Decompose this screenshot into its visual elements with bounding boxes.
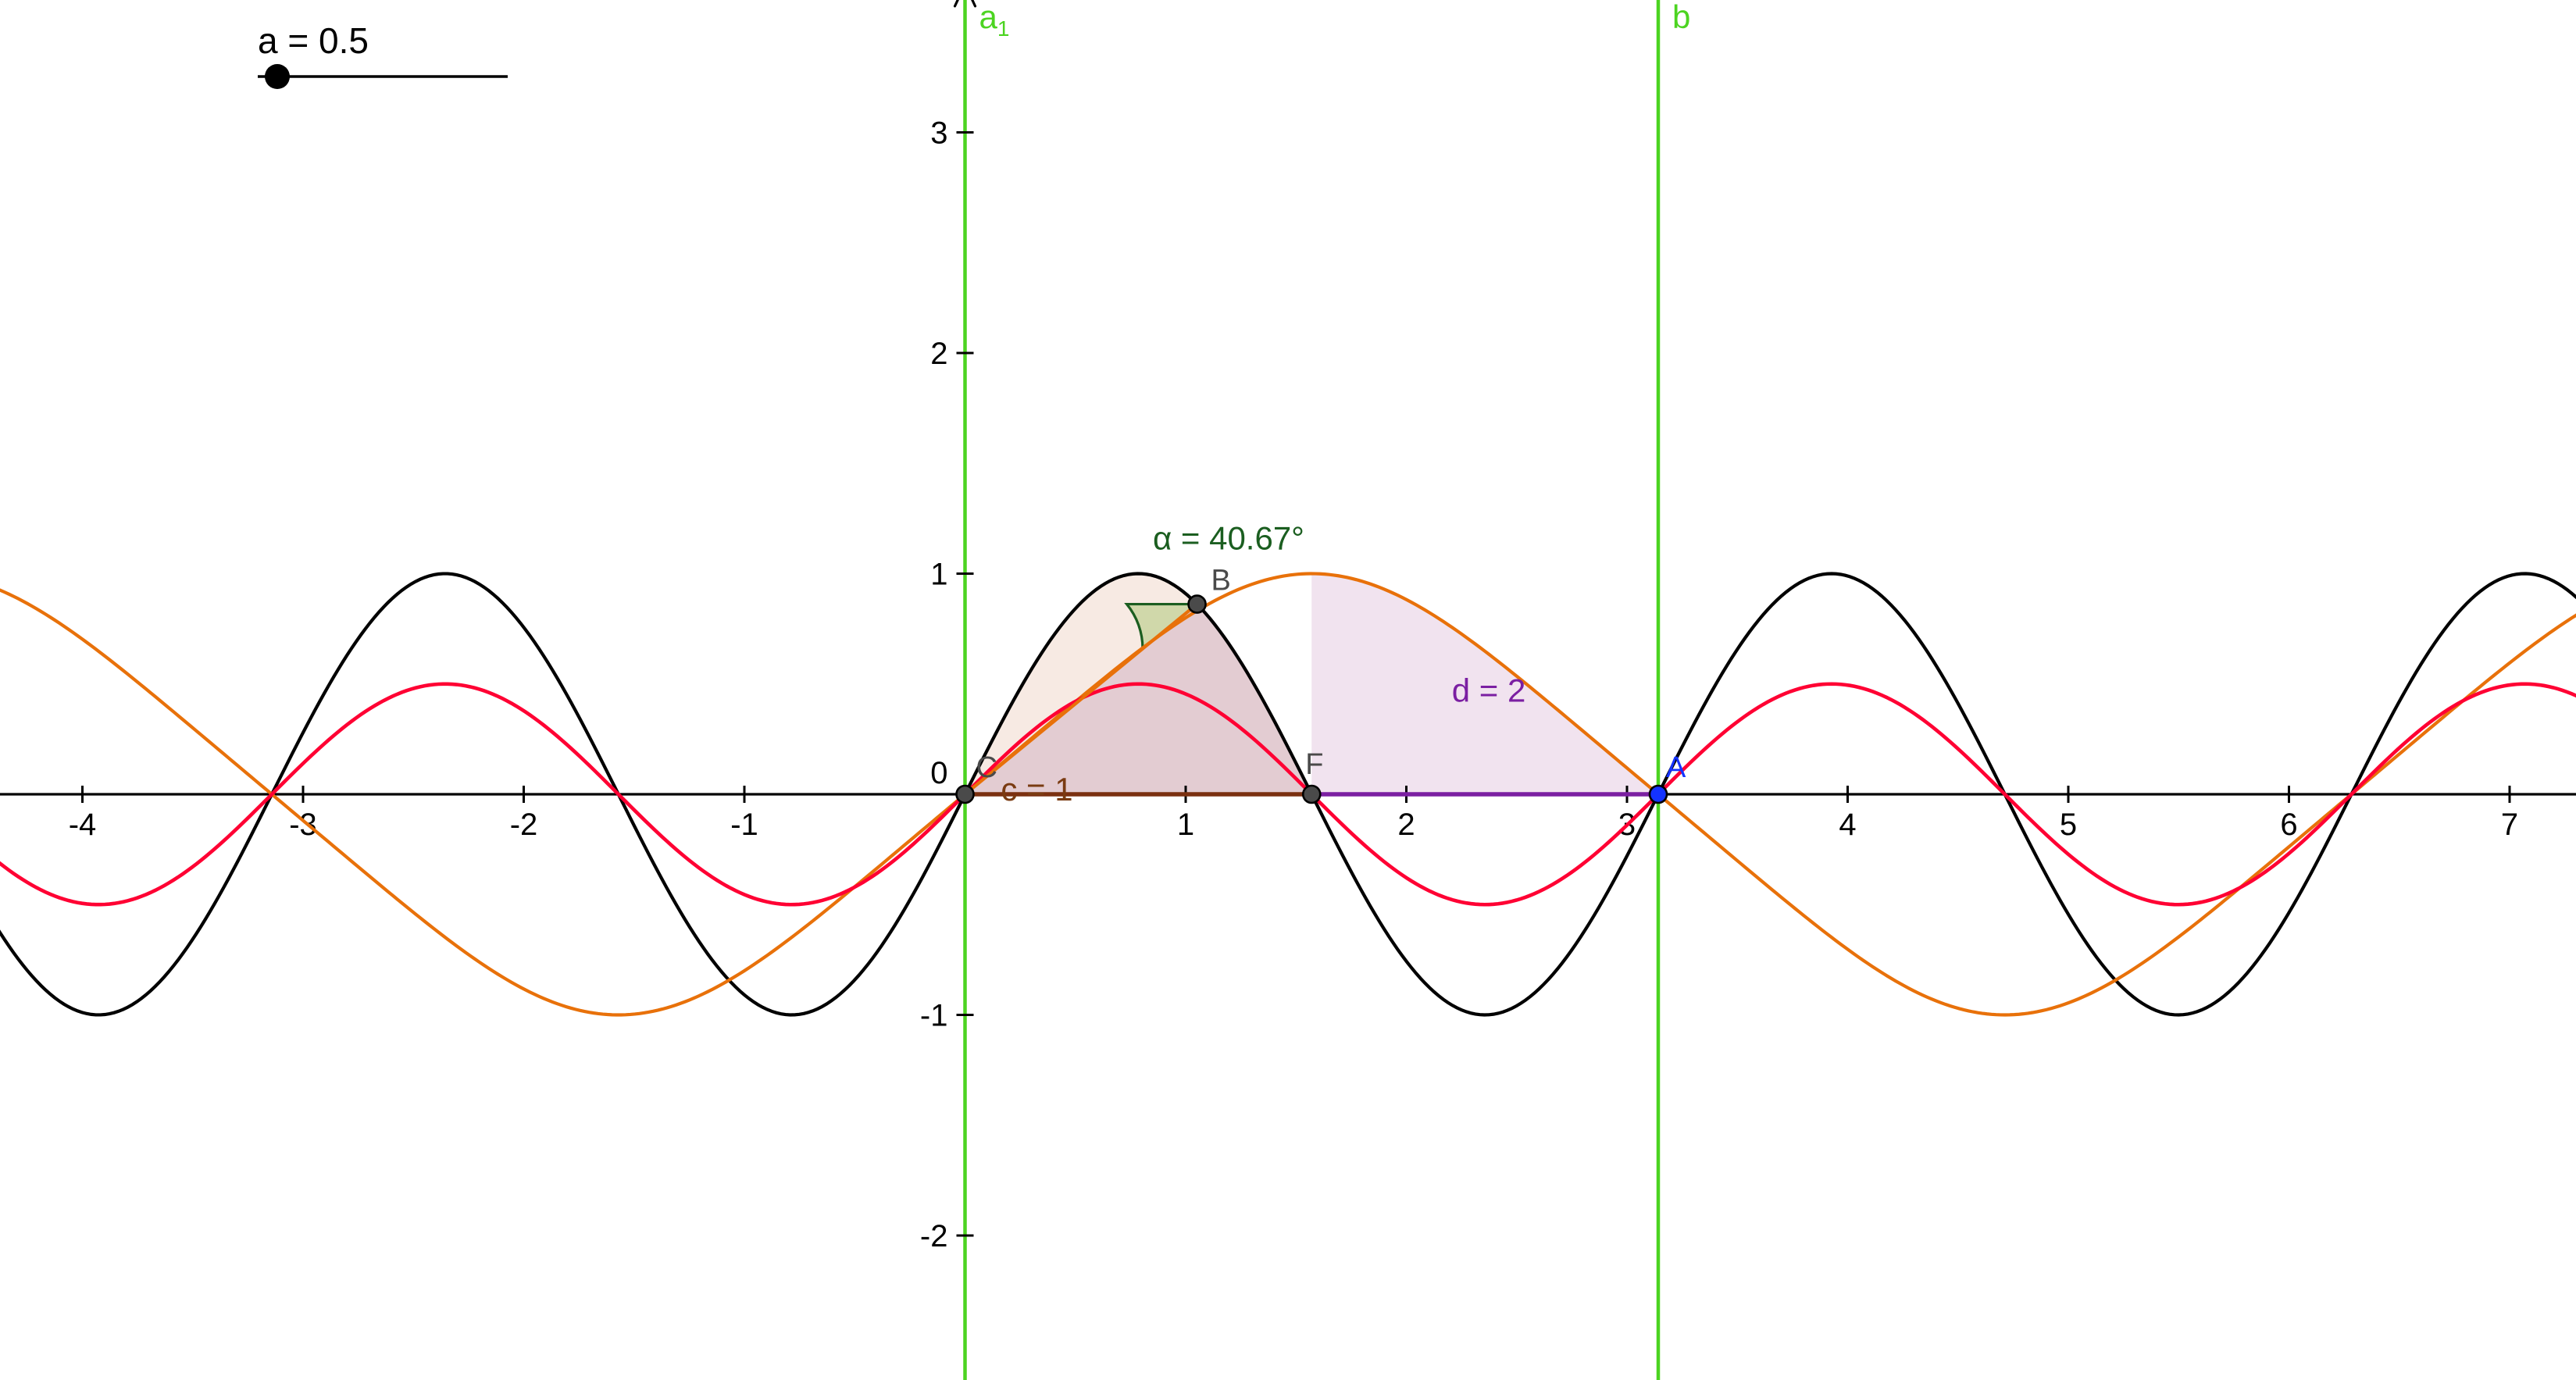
svg-text:2: 2 <box>930 337 947 371</box>
svg-text:0: 0 <box>930 756 947 790</box>
svg-text:1: 1 <box>930 558 947 592</box>
svg-text:a = 0.5: a = 0.5 <box>258 20 369 61</box>
svg-text:3: 3 <box>930 116 947 151</box>
svg-text:5: 5 <box>2060 808 2077 842</box>
svg-text:α = 40.67°: α = 40.67° <box>1153 520 1304 557</box>
svg-text:2: 2 <box>1397 808 1415 842</box>
svg-text:d = 2: d = 2 <box>1452 672 1526 708</box>
svg-text:c = 1: c = 1 <box>1001 771 1072 808</box>
svg-text:-1: -1 <box>920 999 948 1033</box>
svg-text:1: 1 <box>1177 808 1194 842</box>
svg-text:B: B <box>1211 565 1231 597</box>
svg-text:7: 7 <box>2501 808 2518 842</box>
svg-text:-2: -2 <box>920 1219 948 1253</box>
svg-text:-1: -1 <box>730 808 758 842</box>
svg-text:b: b <box>1672 0 1690 35</box>
svg-text:-2: -2 <box>510 808 538 842</box>
svg-text:4: 4 <box>1839 808 1856 842</box>
svg-text:C: C <box>976 751 997 784</box>
svg-text:6: 6 <box>2280 808 2297 842</box>
svg-text:A: A <box>1666 751 1686 784</box>
svg-text:F: F <box>1305 748 1323 781</box>
svg-text:-4: -4 <box>69 808 97 842</box>
